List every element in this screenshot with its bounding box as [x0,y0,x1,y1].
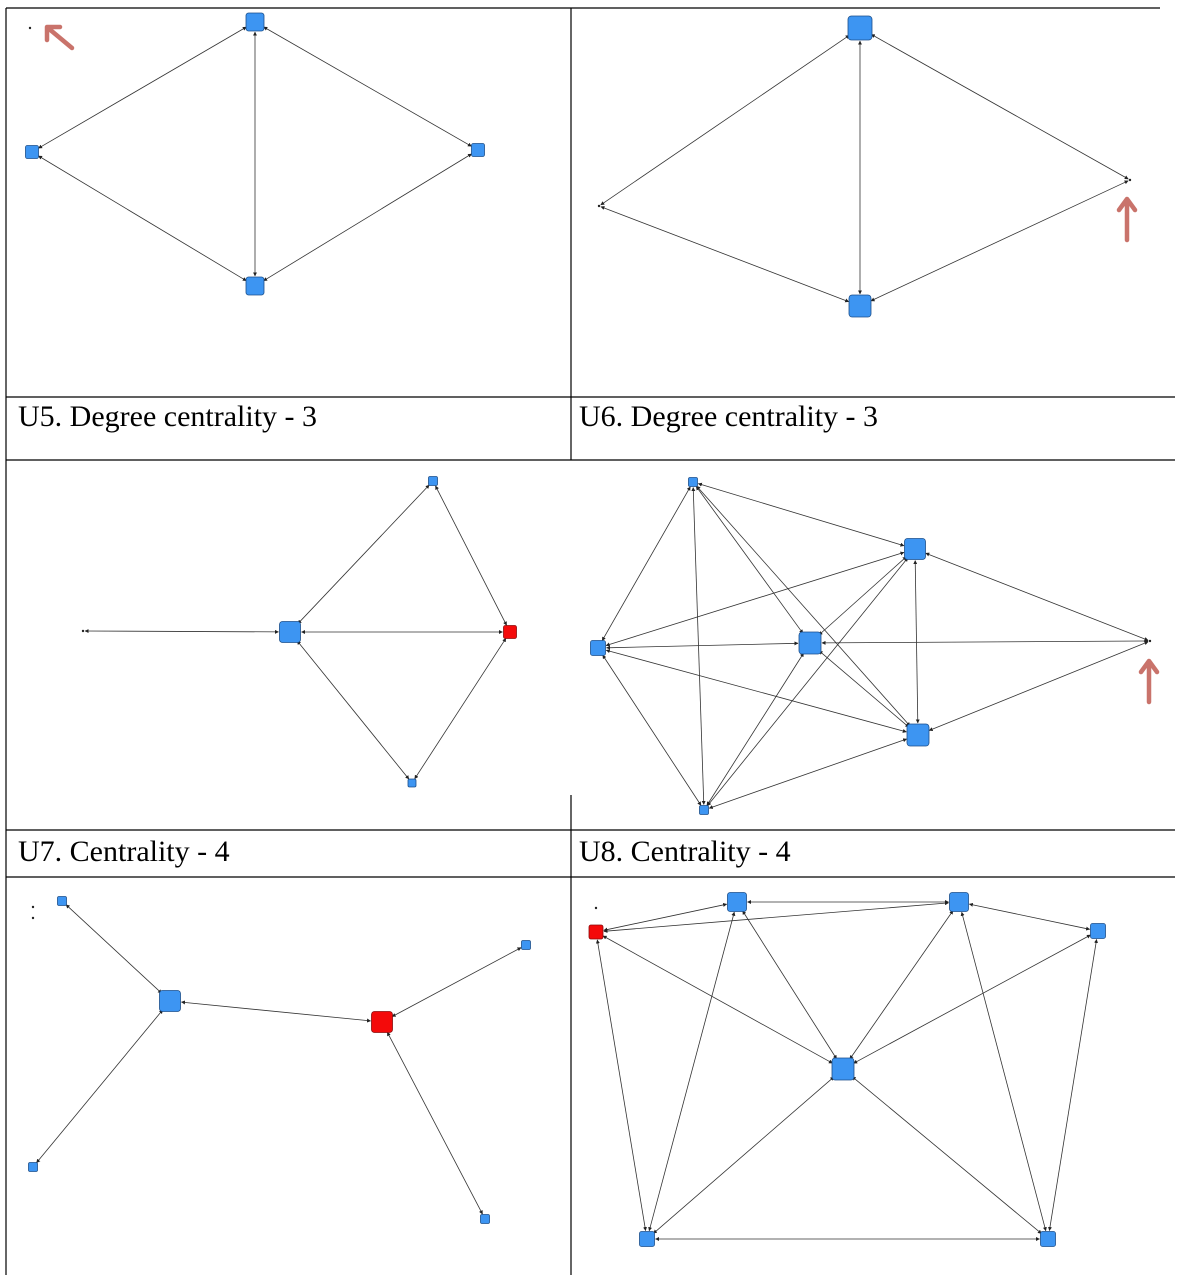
edge-u6-a-c [871,34,1128,179]
node-u8-c [591,641,606,656]
caption-u5: U5. Degree centrality - 3 [18,400,317,434]
node-u10-z [595,907,597,909]
node-u5-z [29,27,31,29]
edge-u10-d-g [1049,939,1096,1230]
node-u10-b [950,893,969,912]
node-u6-b [598,205,600,207]
edge-u10-b-d [969,904,1089,929]
edge-u8-d-g [707,653,804,805]
edge-u8-b-g [708,558,908,806]
node-u9-f [481,1215,490,1224]
node-u9-b [160,991,181,1012]
edge-u5-a-c [264,27,472,146]
edge-u10-a-e [743,911,837,1059]
edge-u7-d-e [415,638,506,779]
edge-u10-e-f [653,1077,834,1234]
edge-u9-b-d [181,1002,370,1021]
node-u7-a [429,477,438,486]
node-u8-b [905,539,926,560]
annotation-arrow-u5-0 [47,27,72,48]
node-u6-c [1129,179,1131,181]
node-u9-c [29,1163,38,1172]
edge-u10-c-f [597,940,645,1231]
edge-u7-a-c [298,485,429,624]
edge-u7-c-e [297,641,409,779]
node-u10-c [589,925,603,939]
caption-u7: U7. Centrality - 4 [18,835,230,869]
node-u9-z1 [32,906,34,908]
edge-u6-c-d [871,181,1128,301]
annotation-arrow-u8-0 [1141,661,1157,702]
node-u5-c [472,144,485,157]
node-u10-f [640,1232,655,1247]
edge-u10-d-e [854,935,1091,1063]
node-u6-d [849,295,871,317]
node-u9-e [522,941,531,950]
node-u7-c [280,622,301,643]
nodes-layer [26,13,1152,1247]
edge-u5-c-d [264,154,472,281]
annotation-arrows [47,27,1157,702]
edge-u8-c-g [603,655,701,805]
edge-u8-e-f [929,642,1148,731]
edge-u10-b-e [850,911,953,1060]
node-u9-z2 [32,917,34,919]
edge-u8-c-f [606,650,906,732]
edge-u5-b-d [38,156,246,281]
node-u8-a [689,478,698,487]
node-u7-d [504,626,517,639]
edge-u9-d-f [387,1032,482,1214]
edge-u8-a-c [602,487,690,641]
edge-u8-d-e [822,641,1148,643]
node-u8-g [700,806,709,815]
node-u9-d [372,1012,393,1033]
node-u6-a [848,16,872,40]
edge-u10-b-c [604,903,949,931]
edge-u8-a-f [697,486,910,726]
edges-layer [37,27,1149,1239]
edge-u8-b-e [926,553,1148,640]
edge-u10-e-g [852,1077,1041,1234]
annotation-arrow-u6-0 [1119,199,1135,240]
node-u10-d [1091,924,1106,939]
edge-u7-b-c [85,631,279,632]
node-u10-e [832,1058,854,1080]
edge-u10-b-g [962,912,1046,1231]
node-u8-d [799,632,821,654]
edge-u8-a-b [698,484,904,546]
edge-u8-f-g [709,739,907,808]
edge-u6-a-b [601,35,850,205]
node-u8-f [907,724,929,746]
caption-u6: U6. Degree centrality - 3 [579,400,878,434]
node-u7-b [82,630,84,632]
edge-u9-d-e [392,948,521,1017]
edge-u7-a-d [436,486,507,625]
edge-u10-c-e [603,936,833,1063]
edge-u8-c-d [607,643,799,648]
edge-u9-b-c [37,1010,163,1163]
node-u5-a [246,13,264,31]
node-u9-a [58,897,67,906]
node-u5-b [26,146,39,159]
edge-u8-a-d [696,486,803,633]
caption-u8: U8. Centrality - 4 [579,835,791,869]
edge-u8-d-f [819,651,909,727]
edge-u9-a-b [66,905,162,994]
edge-u10-a-f [649,912,734,1231]
edge-u8-b-f [915,561,918,724]
node-u8-e [1149,640,1151,642]
node-u10-a [728,893,747,912]
edge-u8-b-d [819,557,907,635]
node-u5-d [246,277,264,295]
edge-u6-b-d [601,207,849,302]
node-u7-e [408,779,416,787]
node-u10-g [1041,1232,1056,1247]
